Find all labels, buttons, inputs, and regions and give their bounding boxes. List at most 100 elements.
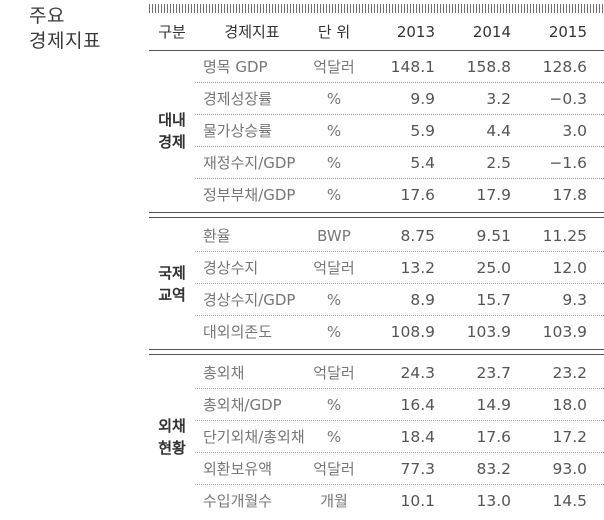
indicator-name: 정부부채/GDP xyxy=(203,186,296,204)
value-cell: 77.3 xyxy=(400,459,435,478)
value-cell: 14.9 xyxy=(476,395,511,414)
value-cell: 18.0 xyxy=(552,395,587,414)
indicator-name: 총외채/GDP xyxy=(203,396,282,414)
table-row: 환율 BWP 8.75 9.51 11.25 xyxy=(195,220,604,252)
indicator-unit: % xyxy=(326,185,342,204)
table-section: 외채 현황 총외채 억달러 24.3 23.7 23.2 총외채/GDP% 16.4 14.9 1… xyxy=(149,357,604,516)
indicator-name: 경제성장률 xyxy=(203,90,273,108)
value-cell: 15.7 xyxy=(476,290,511,309)
value-cell: 23.2 xyxy=(552,363,587,382)
indicator-unit: % xyxy=(326,395,342,414)
table-section: 대내 경제 명목 GDP 억달러 148.1 158.8 128.6 경제성장률% 9.9 3.… xyxy=(149,51,604,210)
indicator-unit: % xyxy=(326,121,342,140)
table-row: 단기외채/총외채% 18.4 17.6 17.2 xyxy=(195,421,604,453)
table-row: 총외채 억달러 24.3 23.7 23.2 xyxy=(195,357,604,389)
value-cell: 4.4 xyxy=(486,121,511,140)
section-divider xyxy=(149,212,604,218)
table-row: 경상수지/GDP% 8.9 15.7 9.3 xyxy=(195,284,604,316)
value-cell: 9.51 xyxy=(476,226,511,245)
indicator-name: 물가상승률 xyxy=(203,122,273,140)
section-rows: 총외채 억달러 24.3 23.7 23.2 총외채/GDP% 16.4 14.9 18.0 단기… xyxy=(195,357,604,516)
value-cell: 3.0 xyxy=(562,121,587,140)
value-cell: 18.4 xyxy=(400,427,435,446)
table-row: 대외의존도% 108.9 103.9 103.9 xyxy=(195,316,604,347)
value-cell: 16.4 xyxy=(400,395,435,414)
value-cell: 83.2 xyxy=(476,459,511,478)
indicator-unit: % xyxy=(326,89,342,108)
table-row: 명목 GDP 억달러 148.1 158.8 128.6 xyxy=(195,51,604,83)
value-cell: 9.9 xyxy=(410,89,435,108)
header-year-2015: 2015 xyxy=(548,22,587,41)
value-cell: 25.0 xyxy=(476,258,511,277)
value-cell: 13.2 xyxy=(400,258,435,277)
indicator-unit: % xyxy=(326,153,342,172)
indicator-name: 경상수지/GDP xyxy=(203,291,296,309)
indicator-unit: 억달러 xyxy=(313,460,355,478)
value-cell: 11.25 xyxy=(542,226,587,245)
header-year-2013: 2013 xyxy=(396,22,435,41)
indicator-name: 명목 GDP xyxy=(203,58,268,76)
table-row: 재정수지/GDP% 5.4 2.5 −1.6 xyxy=(195,147,604,179)
value-cell: 17.2 xyxy=(552,427,587,446)
indicator-name: 재정수지/GDP xyxy=(203,154,296,172)
indicator-name: 수입개월수 xyxy=(203,492,273,510)
value-cell: 10.1 xyxy=(400,491,435,510)
table-row: 경상수지 억달러 13.2 25.0 12.0 xyxy=(195,252,604,284)
section-rows: 명목 GDP 억달러 148.1 158.8 128.6 경제성장률% 9.9 3.2 −0.3… xyxy=(195,51,604,210)
indicator-unit: % xyxy=(326,290,342,309)
section-category-label: 외채 현황 xyxy=(158,416,186,457)
value-cell: 8.75 xyxy=(400,226,435,245)
table-row: 정부부채/GDP% 17.6 17.9 17.8 xyxy=(195,179,604,210)
value-cell: 148.1 xyxy=(390,57,435,76)
value-cell: 103.9 xyxy=(542,322,587,341)
section-rows: 환율 BWP 8.75 9.51 11.25 경상수지 억달러 13.2 25.0 12.0 경상수… xyxy=(195,220,604,347)
table-row: 수입개월수 개월 10.1 13.0 14.5 xyxy=(195,485,604,516)
value-cell: 103.9 xyxy=(466,322,511,341)
value-cell: −0.3 xyxy=(549,89,587,108)
indicator-unit: % xyxy=(326,427,342,446)
header-indicator: 경제지표 xyxy=(224,23,280,41)
table-row: 총외채/GDP% 16.4 14.9 18.0 xyxy=(195,389,604,421)
header-category: 구분 xyxy=(158,23,186,41)
value-cell: 12.0 xyxy=(552,258,587,277)
value-cell: 128.6 xyxy=(542,57,587,76)
table-row: 경제성장률% 9.9 3.2 −0.3 xyxy=(195,83,604,115)
table-section: 국제 교역 환율 BWP 8.75 9.51 11.25 경상수지 억달러 13.2 25.0 12… xyxy=(149,220,604,347)
value-cell: 8.9 xyxy=(410,290,435,309)
indicator-name: 단기외채/총외채 xyxy=(203,428,305,446)
value-cell: 5.9 xyxy=(410,121,435,140)
value-cell: 93.0 xyxy=(552,459,587,478)
indicator-name: 대외의존도 xyxy=(203,323,273,341)
value-cell: 2.5 xyxy=(486,153,511,172)
table-row: 외환보유액 억달러 77.3 83.2 93.0 xyxy=(195,453,604,485)
value-cell: −1.6 xyxy=(549,153,587,172)
header-unit: 단 위 xyxy=(317,23,351,41)
table-row: 물가상승률% 5.9 4.4 3.0 xyxy=(195,115,604,147)
header-year-2014: 2014 xyxy=(472,22,511,41)
section-category-label: 국제 교역 xyxy=(158,263,186,304)
indicator-unit: BWP xyxy=(317,226,351,245)
value-cell: 9.3 xyxy=(562,290,587,309)
section-category-label: 대내 경제 xyxy=(158,110,186,151)
section-title: 주요 경제지표 xyxy=(29,5,101,52)
value-cell: 5.4 xyxy=(410,153,435,172)
table-body: 대내 경제 명목 GDP 억달러 148.1 158.8 128.6 경제성장률% 9.9 3.… xyxy=(149,51,604,516)
value-cell: 17.6 xyxy=(400,185,435,204)
section-divider xyxy=(149,349,604,355)
indicator-unit: % xyxy=(326,322,342,341)
indicator-name: 환율 xyxy=(203,227,231,245)
economic-indicators-table: 구분 경제지표 단 위 2013 2014 2015 대내 경제 명목 GDP 억달… xyxy=(149,4,604,516)
value-cell: 3.2 xyxy=(486,89,511,108)
indicator-name: 외환보유액 xyxy=(203,460,273,478)
value-cell: 13.0 xyxy=(476,491,511,510)
indicator-unit: 억달러 xyxy=(313,58,355,76)
value-cell: 108.9 xyxy=(390,322,435,341)
indicator-unit: 개월 xyxy=(320,492,348,510)
value-cell: 17.9 xyxy=(476,185,511,204)
value-cell: 17.6 xyxy=(476,427,511,446)
value-cell: 158.8 xyxy=(466,57,511,76)
value-cell: 14.5 xyxy=(552,491,587,510)
indicator-name: 경상수지 xyxy=(203,259,259,277)
table-header-row: 구분 경제지표 단 위 2013 2014 2015 xyxy=(149,13,604,51)
value-cell: 23.7 xyxy=(476,363,511,382)
